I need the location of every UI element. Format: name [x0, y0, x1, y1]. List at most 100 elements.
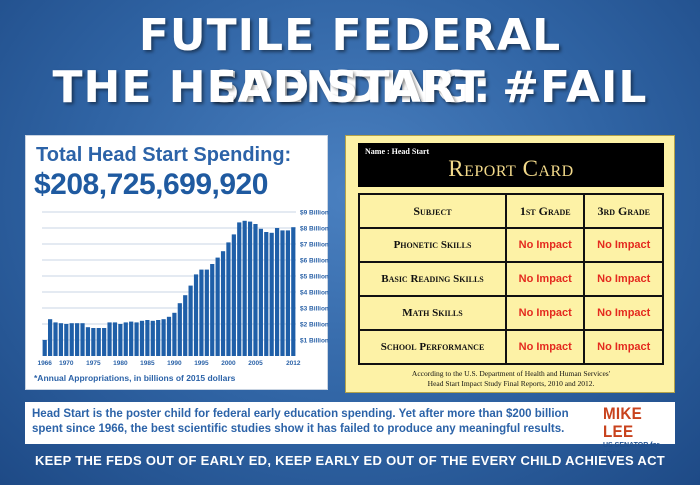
spending-bar-chart: $1 Billion $2 Billion $3 Billion $4 Billion… [37, 210, 329, 368]
bar-1967 [48, 319, 53, 356]
headline-line-2: THE HEAD START #FAIL [52, 62, 648, 113]
y-tick-label: $5 Billion [300, 274, 329, 281]
report-card-table: Subject 1st Grade 3rd Grade Phonetic Ski… [358, 193, 664, 365]
bar-1977 [102, 328, 107, 356]
bar-2009 [274, 228, 280, 356]
y-tick-label: $3 Billion [300, 306, 329, 313]
bar-1979 [112, 322, 118, 356]
report-card-source: According to the U.S. Department of Heal… [346, 369, 676, 389]
bar-2007 [264, 232, 269, 356]
bar-1966 [42, 340, 47, 356]
chart-total-amount: $208,725,699,920 [34, 168, 268, 201]
bar-1969 [58, 323, 64, 356]
source-line-2: Head Start Impact Study Final Reports, 2… [427, 379, 595, 388]
x-tick-label: 2012 [286, 360, 301, 367]
x-tick-label: 1980 [113, 360, 128, 367]
report-card-header: Name : Head Start Report Card [358, 143, 664, 187]
bar-1978 [107, 322, 112, 356]
bar-1990 [172, 312, 177, 356]
logo-name: MIKE LEE [603, 405, 643, 441]
y-tick-label: $9 Billion [300, 210, 329, 217]
bar-2000 [226, 242, 231, 356]
bar-1982 [129, 321, 134, 356]
bar-1992 [183, 295, 188, 356]
bar-1996 [204, 269, 209, 356]
bar-1984 [139, 320, 145, 356]
chart-panel: Total Head Start Spending: $208,725,699,… [25, 135, 329, 390]
y-tick-label: $6 Billion [300, 258, 329, 265]
first-grade-cell: No Impact [504, 261, 586, 297]
logo-subtitle: US SENATOR for UTAH [603, 442, 660, 458]
third-grade-cell: No Impact [583, 329, 664, 365]
bottom-message-text: Head Start is the poster child for feder… [32, 408, 569, 435]
subject-cell: Basic Reading Skills [358, 261, 507, 297]
x-tick-label: 1995 [194, 360, 209, 367]
column-header-3rd-grade: 3rd Grade [583, 193, 664, 229]
first-grade-cell: No Impact [504, 329, 586, 365]
bar-1971 [69, 323, 74, 356]
bar-2002 [237, 222, 242, 356]
bar-1983 [134, 322, 139, 356]
column-header-subject: Subject [358, 193, 507, 229]
table-row: Math Skills No Impact No Impact [358, 295, 664, 331]
y-tick-label: $1 Billion [300, 338, 329, 345]
table-row: Basic Reading Skills No Impact No Impact [358, 261, 664, 297]
x-tick-label: 1985 [140, 360, 155, 367]
bar-2003 [242, 220, 247, 356]
x-tick-label: 1990 [167, 360, 182, 367]
bar-2004 [247, 221, 253, 356]
bar-1991 [177, 303, 182, 356]
chart-footnote: *Annual Appropriations, in billions of 2… [34, 373, 236, 383]
bar-1988 [161, 319, 166, 356]
mike-lee-logo: MIKE LEE US SENATOR for UTAH [603, 405, 671, 458]
bar-2011 [285, 230, 290, 356]
first-grade-cell: No Impact [504, 227, 586, 263]
bar-1994 [193, 274, 199, 356]
table-header-row: Subject 1st Grade 3rd Grade [358, 193, 664, 229]
bar-1998 [215, 257, 220, 356]
y-tick-label: $7 Billion [300, 242, 329, 249]
subject-cell: Phonetic Skills [358, 227, 507, 263]
bar-1993 [188, 285, 193, 356]
x-tick-label: 2005 [248, 360, 263, 367]
y-tick-label: $4 Billion [300, 290, 329, 297]
bar-1985 [145, 320, 150, 356]
bar-1968 [53, 322, 58, 356]
bar-1972 [75, 323, 80, 356]
report-card-name-label: Name : Head Start [365, 147, 430, 156]
column-header-1st-grade: 1st Grade [504, 193, 586, 229]
bar-2008 [269, 232, 274, 356]
bar-1995 [199, 269, 204, 356]
subject-cell: Math Skills [358, 295, 507, 331]
chart-title: Total Head Start Spending: [36, 144, 292, 166]
bar-1981 [123, 322, 128, 356]
bar-1980 [118, 324, 123, 356]
y-tick-label: $2 Billion [300, 322, 329, 329]
bar-2010 [280, 230, 285, 356]
x-tick-label: 1966 [37, 360, 52, 367]
bar-2001 [231, 234, 236, 356]
bar-2005 [253, 224, 258, 356]
x-tick-label: 1975 [86, 360, 101, 367]
bar-1974 [85, 327, 91, 356]
x-tick-label: 1970 [59, 360, 74, 367]
bar-1999 [220, 251, 226, 356]
table-row: Phonetic Skills No Impact No Impact [358, 227, 664, 263]
first-grade-cell: No Impact [504, 295, 586, 331]
bar-1987 [156, 320, 161, 356]
subject-cell: School Performance [358, 329, 507, 365]
table-row: School Performance No Impact No Impact [358, 329, 664, 365]
bar-1975 [91, 328, 96, 356]
bar-2006 [258, 228, 263, 356]
bar-2012 [291, 227, 296, 356]
y-tick-label: $8 Billion [300, 226, 329, 233]
third-grade-cell: No Impact [583, 227, 664, 263]
bottom-message-band: Head Start is the poster child for feder… [25, 402, 675, 458]
third-grade-cell: No Impact [583, 261, 664, 297]
bar-1970 [64, 324, 69, 356]
bar-1989 [166, 316, 172, 356]
report-card-title: Report Card [448, 156, 574, 181]
bar-1976 [96, 328, 101, 356]
third-grade-cell: No Impact [583, 295, 664, 331]
bar-1986 [150, 320, 155, 356]
